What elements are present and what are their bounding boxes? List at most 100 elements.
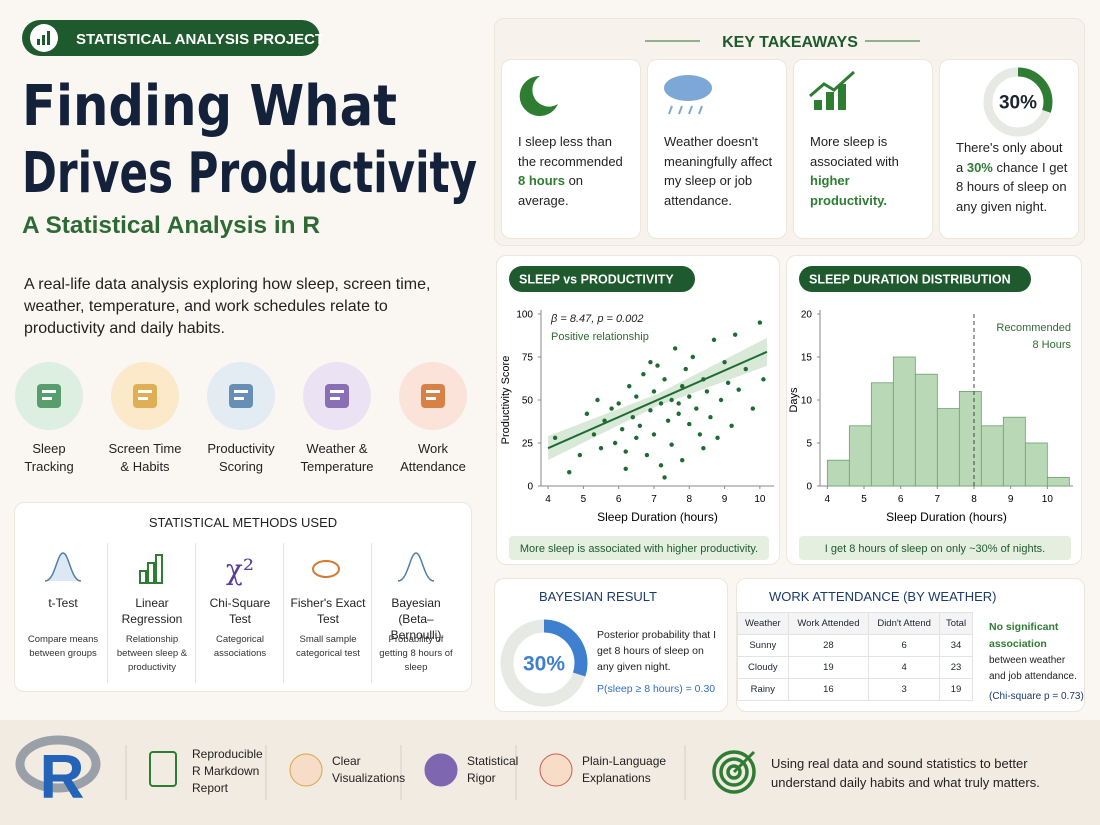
point (683, 366, 688, 372)
badge-icon-bar (47, 31, 50, 45)
takeaway-icon (809, 70, 856, 110)
method: χ² Chi-Square Test Categorical association… (195, 543, 284, 683)
point (634, 435, 639, 441)
point (672, 346, 678, 351)
point (651, 432, 657, 437)
point (669, 442, 674, 447)
point (623, 449, 628, 454)
x-tick-label: 5 (581, 494, 587, 505)
method-icon (312, 560, 340, 578)
table-header: Didn't Attend (868, 612, 941, 635)
topic-label-line: Scoring (218, 459, 264, 474)
point (658, 401, 664, 406)
table-cell: Cloudy (737, 656, 789, 679)
caption: More sleep is associated with higher pro… (520, 543, 758, 555)
bar (848, 425, 872, 487)
table-cell: 6 (868, 634, 941, 657)
y-tick-label: 10 (801, 396, 813, 407)
point (687, 421, 692, 427)
badge-icon-bar (42, 35, 45, 45)
method: t-Test Compare means between groups (19, 543, 107, 683)
method-desc: Small sample categorical test (296, 634, 360, 659)
topic-label-line: & Habits (120, 459, 170, 474)
table-header: Work Attended (787, 612, 870, 635)
topic-glyph-detail (426, 390, 440, 393)
point (648, 408, 653, 413)
donut-label: 30% (523, 652, 565, 675)
footer-item: Statistical Rigor (467, 754, 519, 785)
chart-card: SLEEP vs PRODUCTIVITY 0 25 50 75 100 4 5 6 7 8 9 10 S… (496, 255, 780, 565)
topic-glyph-detail (330, 397, 340, 400)
method-name: Linear Regression (121, 596, 183, 626)
caption: I get 8 hours of sleep on only ~30% of n… (825, 543, 1045, 555)
takeaway-card: Weather doesn't meaningfully affect my s… (647, 59, 787, 239)
attendance-panel: WORK ATTENDANCE (BY WEATHER) Weather Work … (736, 578, 1085, 712)
bayesian-formula: P(sleep ≥ 8 hours) = 0.30 (597, 683, 716, 695)
point (627, 384, 632, 389)
x-tick-label: 5 (861, 494, 867, 505)
takeaway-text-part: on average. (518, 173, 584, 208)
method-glyph (155, 554, 163, 584)
topic-glyph-detail (426, 397, 436, 400)
point (704, 389, 710, 394)
x-tick-label: 9 (722, 494, 728, 505)
method: Bayesian (Beta–Bernoulli) Probability of … (371, 543, 460, 683)
attendance-test: (Chi-square p = 0.73) (989, 691, 1084, 702)
point (648, 359, 653, 365)
takeaway-text: More sleep is associated with higher pro… (810, 132, 922, 210)
x-tick-label: 7 (651, 494, 657, 505)
topic-label-line: Productivity (207, 441, 275, 456)
footer-icon (424, 753, 458, 787)
y-tick-label: 0 (806, 482, 812, 493)
table-cell: 16 (787, 678, 870, 701)
footer-tagline: Using real data and sound statistics to … (771, 756, 1040, 790)
donut-label: 30% (999, 93, 1037, 114)
title-line: Finding What (22, 74, 397, 139)
x-tick-label: 9 (1008, 494, 1014, 505)
x-tick-label: 8 (686, 494, 692, 505)
table-header: Weather (737, 612, 789, 635)
bayesian-donut: 30% (500, 619, 588, 707)
point (761, 377, 766, 382)
methods-title: STATISTICAL METHODS USED (148, 515, 338, 530)
point (687, 394, 692, 399)
point (669, 397, 674, 403)
point (722, 359, 727, 365)
target-icon (712, 750, 756, 794)
method-glyph (397, 552, 435, 582)
topic-label-line: Attendance (400, 459, 466, 474)
table-cell: 34 (939, 634, 973, 657)
table-row: Rainy 16 3 19 (737, 678, 973, 701)
growth-bar (826, 92, 834, 110)
x-tick-label: 8 (971, 494, 977, 505)
point (701, 445, 706, 451)
bar (936, 408, 960, 487)
bar (914, 373, 938, 487)
point (567, 470, 572, 475)
x-axis-label: Sleep Duration (hours) (886, 510, 1007, 524)
moon-icon (519, 75, 558, 116)
r-logo: R (40, 743, 85, 812)
topic-label: Work Attendance (383, 440, 483, 476)
topic-glyph-detail (234, 397, 244, 400)
method-symbol: χ² (226, 553, 254, 586)
badge-text: STATISTICAL ANALYSIS PROJECT (76, 31, 324, 48)
takeaways-title-deco: KEY TAKEAWAYS (645, 34, 920, 51)
topic-label: Weather & Temperature (287, 440, 387, 476)
point (644, 452, 650, 458)
footer-icon (289, 753, 323, 787)
x-tick-label: 4 (545, 494, 551, 505)
point (662, 377, 667, 382)
footer: R Reproducible R Markdown Report Clear Vis… (0, 720, 1100, 825)
badge-icon-bar (37, 39, 40, 45)
topic-glyph-detail (138, 397, 148, 400)
point (711, 337, 717, 342)
bayesian-title: BAYESIAN RESULT (539, 589, 657, 604)
point (750, 406, 756, 411)
bar (1024, 442, 1048, 487)
method: Linear Regression Relationship between sl… (107, 543, 196, 683)
table-header-row: Weather Work Attended Didn't Attend Total (737, 612, 973, 635)
x-axis-label: Sleep Duration (hours) (597, 510, 718, 524)
y-tick-label: 100 (516, 310, 533, 321)
point (598, 445, 604, 451)
